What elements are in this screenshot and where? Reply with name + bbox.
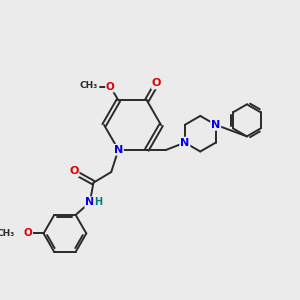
Text: N: N <box>180 138 190 148</box>
Text: methyl: methyl <box>92 86 97 87</box>
Text: N: N <box>114 145 123 155</box>
Text: O: O <box>152 78 161 88</box>
Text: N: N <box>85 197 94 207</box>
Text: O: O <box>69 166 79 176</box>
Text: O: O <box>23 228 32 239</box>
Text: N: N <box>211 120 220 130</box>
Text: O: O <box>106 82 115 92</box>
Text: H: H <box>94 197 102 207</box>
Text: methoxy: methoxy <box>93 85 99 86</box>
Text: CH₃: CH₃ <box>0 229 15 238</box>
Text: CH₃: CH₃ <box>80 81 98 90</box>
